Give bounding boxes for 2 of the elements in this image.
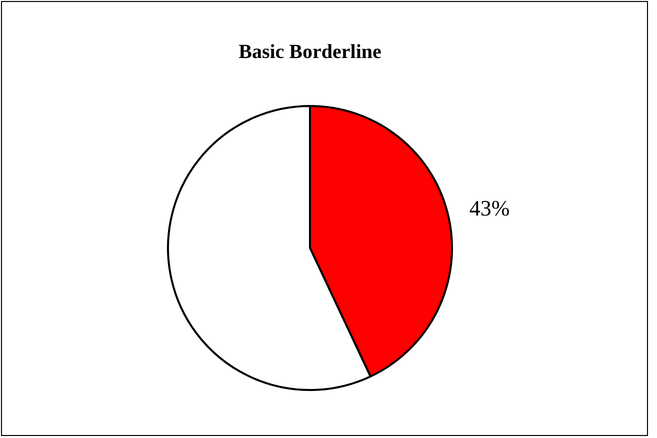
data-label: 43% — [469, 195, 510, 220]
chart-title: Basic Borderline — [238, 41, 382, 63]
